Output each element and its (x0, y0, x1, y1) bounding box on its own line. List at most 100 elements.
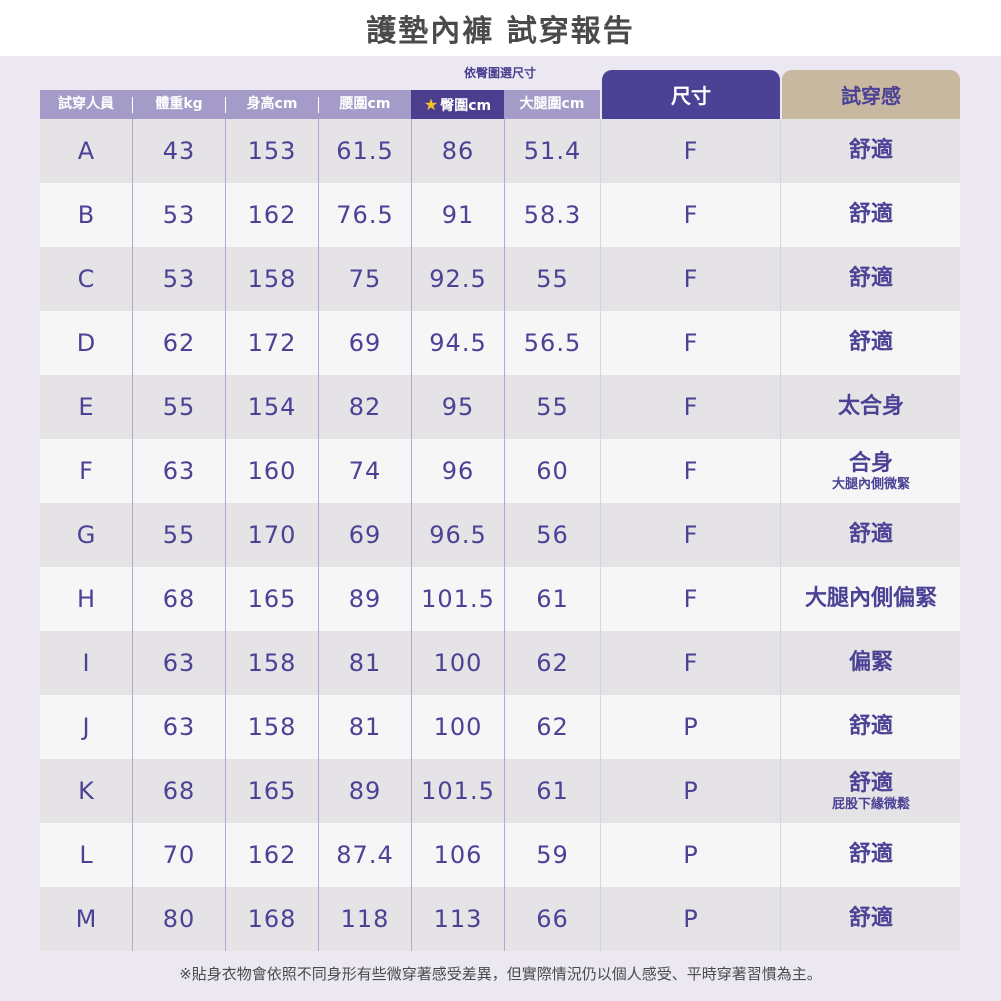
feel-text: 舒適 (848, 330, 893, 355)
cell-height: 162 (247, 201, 297, 229)
feel-note: 屁股下緣微鬆 (831, 796, 910, 812)
cell-hip: 100 (433, 713, 483, 741)
cell-height: 158 (247, 265, 297, 293)
cell-size: F (683, 585, 698, 613)
cell-height: 165 (247, 777, 297, 805)
column-divider (225, 119, 226, 951)
cell-feel: 太合身 (782, 375, 960, 439)
cell-hip: 94.5 (429, 329, 487, 357)
feel-text: 舒適 (848, 842, 893, 867)
cell-waist: 74 (348, 457, 382, 485)
header-weight: 體重kg (155, 96, 203, 112)
cell-feel: 合身 大腿內側微緊 (782, 439, 960, 503)
cell-height: 165 (247, 585, 297, 613)
cell-tester: D (76, 329, 96, 357)
cell-weight: 70 (162, 841, 196, 869)
cell-tester: K (78, 777, 94, 805)
cell-weight: 68 (162, 777, 196, 805)
table-row: G 55 170 69 96.5 56 F 舒適 (40, 503, 960, 567)
table-row: C 53 158 75 92.5 55 F 舒適 (40, 247, 960, 311)
page-title: 護墊內褲 試穿報告 (366, 14, 635, 49)
cell-tester: L (79, 841, 93, 869)
column-divider (318, 119, 319, 951)
cell-height: 158 (247, 713, 297, 741)
header-divider (318, 97, 319, 113)
cell-feel: 舒適 (782, 503, 960, 567)
cell-hip: 96.5 (429, 521, 487, 549)
table-row: L 70 162 87.4 106 59 P 舒適 (40, 823, 960, 887)
table-body: A 43 153 61.5 86 51.4 F 舒適 B 53 162 76.5 91 58.3 F 舒適 C 5… (40, 119, 960, 951)
cell-waist: 75 (348, 265, 382, 293)
cell-thigh: 62 (536, 649, 569, 677)
cell-size: F (683, 137, 698, 165)
cell-size: F (683, 265, 698, 293)
cell-weight: 63 (162, 649, 196, 677)
header-waist: 腰圍cm (339, 96, 391, 112)
cell-height: 172 (247, 329, 297, 357)
cell-thigh: 55 (536, 265, 569, 293)
cell-feel: 舒適 (782, 887, 960, 951)
cell-weight: 63 (162, 457, 196, 485)
cell-weight: 80 (162, 905, 196, 933)
cell-tester: B (77, 201, 95, 229)
cell-feel: 舒適 屁股下緣微鬆 (782, 759, 960, 823)
cell-height: 170 (247, 521, 297, 549)
table-row: K 68 165 89 101.5 61 P 舒適 屁股下緣微鬆 (40, 759, 960, 823)
cell-thigh: 56 (536, 521, 569, 549)
cell-feel: 偏緊 (782, 631, 960, 695)
feel-text: 偏緊 (848, 650, 893, 675)
cell-thigh: 66 (536, 905, 569, 933)
cell-height: 162 (247, 841, 297, 869)
cell-waist: 61.5 (336, 137, 394, 165)
cell-hip: 101.5 (421, 585, 495, 613)
feel-text: 大腿內側偏緊 (804, 586, 937, 611)
cell-weight: 53 (162, 265, 196, 293)
feel-text: 舒適 (848, 266, 893, 291)
cell-weight: 55 (162, 521, 196, 549)
header-size: 尺寸 (602, 70, 780, 119)
column-divider (780, 119, 781, 951)
cell-size: F (683, 201, 698, 229)
cell-waist: 89 (348, 777, 382, 805)
header-hip-label: 臀圍cm (440, 98, 492, 114)
cell-hip: 106 (433, 841, 483, 869)
cell-waist: 69 (348, 329, 382, 357)
cell-waist: 69 (348, 521, 382, 549)
cell-hip: 101.5 (421, 777, 495, 805)
cell-thigh: 62 (536, 713, 569, 741)
cell-waist: 81 (348, 649, 382, 677)
cell-waist: 87.4 (336, 841, 394, 869)
header-divider (132, 97, 133, 113)
cell-thigh: 59 (536, 841, 569, 869)
feel-text: 合身 (848, 450, 893, 476)
cell-size: F (683, 393, 698, 421)
cell-tester: F (79, 457, 93, 485)
cell-feel: 舒適 (782, 183, 960, 247)
column-divider (600, 119, 601, 951)
header-feel: 試穿感 (782, 70, 960, 119)
cell-hip: 92.5 (429, 265, 487, 293)
table-row: F 63 160 74 96 60 F 合身 大腿內側微緊 (40, 439, 960, 503)
cell-feel: 舒適 (782, 823, 960, 887)
header-thigh: 大腿圍cm (519, 96, 585, 112)
cell-size: P (683, 777, 698, 805)
cell-hip: 91 (441, 201, 475, 229)
column-divider (132, 119, 133, 951)
cell-thigh: 61 (536, 585, 569, 613)
table-row: J 63 158 81 100 62 P 舒適 (40, 695, 960, 759)
cell-tester: E (78, 393, 94, 421)
cell-size: F (683, 649, 698, 677)
cell-thigh: 60 (536, 457, 569, 485)
cell-tester: C (77, 265, 95, 293)
cell-size: F (683, 521, 698, 549)
table-row: M 80 168 118 113 66 P 舒適 (40, 887, 960, 951)
header-hip: ★ 臀圍cm (411, 90, 504, 119)
cell-weight: 62 (162, 329, 196, 357)
column-divider (504, 119, 505, 951)
feel-text: 舒適 (848, 714, 893, 739)
cell-size: P (683, 713, 698, 741)
cell-weight: 68 (162, 585, 196, 613)
cell-hip: 95 (441, 393, 475, 421)
cell-height: 158 (247, 649, 297, 677)
cell-feel: 舒適 (782, 311, 960, 375)
